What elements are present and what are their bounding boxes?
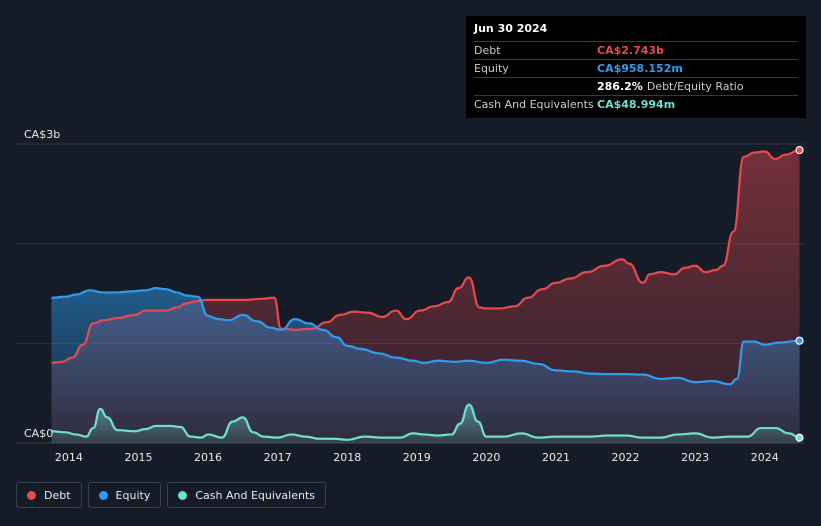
legend-item-debt[interactable]: Debt	[16, 482, 82, 508]
x-tick-label: 2021	[542, 451, 570, 464]
x-tick-label: 2016	[194, 451, 222, 464]
tooltip-extra: Debt/Equity Ratio	[646, 80, 744, 93]
series-area-cash	[51, 404, 800, 443]
series-end-marker-cash	[795, 433, 804, 442]
legend-label: Equity	[115, 488, 151, 502]
series-line-equity	[51, 287, 800, 386]
legend: Debt Equity Cash And Equivalents	[16, 482, 326, 508]
x-tick-label: 2017	[264, 451, 292, 464]
series-areas	[51, 150, 800, 443]
series-line-debt	[51, 148, 800, 365]
tooltip-label: Equity	[474, 62, 509, 75]
tooltip-value: CA$2.743b	[597, 44, 664, 57]
series-end-marker-debt	[795, 145, 804, 155]
x-tick-label: 2019	[403, 451, 431, 464]
tooltip-row-equity: Equity CA$958.152m	[474, 59, 798, 77]
legend-dot-icon	[98, 490, 108, 500]
x-tick-label: 2023	[681, 451, 709, 464]
series-end-marker-equity	[795, 336, 804, 345]
tooltip-value: 286.2%	[597, 80, 643, 93]
x-axis: 2014 2015 2016 2017 2018 2019 2020 2021 2022 2023…	[55, 451, 779, 464]
tooltip-row-cash: Cash And Equivalents CA$48.994m	[474, 95, 798, 113]
x-tick-label: 2014	[55, 451, 83, 464]
series-line-cash	[51, 403, 800, 441]
tooltip-label: Cash And Equivalents	[474, 98, 594, 111]
y-tick-label: CA$0	[24, 427, 53, 440]
y-tick-label: CA$3b	[24, 128, 60, 141]
series-lines	[51, 148, 800, 441]
legend-label: Cash And Equivalents	[195, 488, 315, 502]
y-axis: CA$3b CA$0	[24, 128, 60, 440]
legend-label: Debt	[44, 488, 71, 502]
legend-dot-icon	[27, 490, 36, 500]
tooltip-row-ratio: 286.2% Debt/Equity Ratio	[474, 77, 798, 95]
series-area-equity	[51, 288, 800, 443]
x-tick-label: 2018	[333, 451, 361, 464]
end-markers	[795, 145, 804, 442]
legend-dot-icon	[178, 490, 188, 500]
tooltip-label: Debt	[474, 44, 501, 57]
x-tick-label: 2020	[472, 451, 500, 464]
tooltip-date: Jun 30 2024	[474, 22, 548, 35]
tooltip-panel: Jun 30 2024 Debt CA$2.743b Equity CA$958…	[466, 16, 806, 118]
tooltip-value: CA$48.994m	[597, 98, 676, 111]
x-tick-label: 2015	[124, 451, 152, 464]
legend-item-equity[interactable]: Equity	[87, 482, 162, 508]
x-tick-label: 2022	[612, 451, 640, 464]
tooltip-value: CA$958.152m	[597, 62, 683, 75]
tooltip-row-debt: Debt CA$2.743b	[474, 41, 798, 59]
x-tick-label: 2024	[751, 451, 779, 464]
legend-item-cash[interactable]: Cash And Equivalents	[167, 482, 326, 508]
